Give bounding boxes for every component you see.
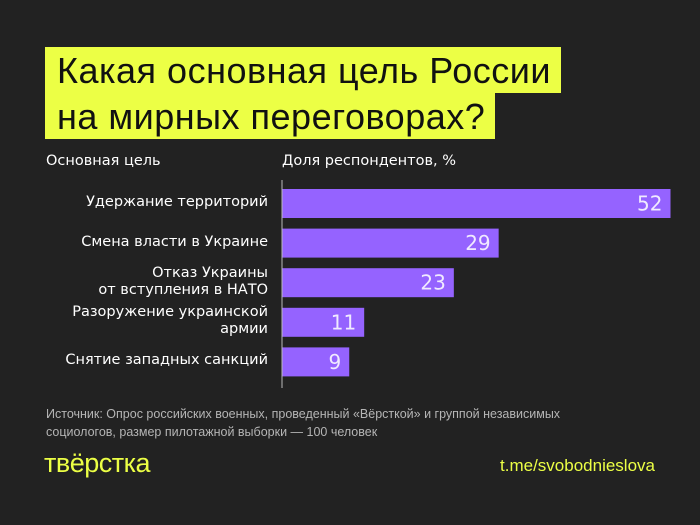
category-label-3: Разоружение украинской армии — [72, 304, 268, 338]
source-note: Источник: Опрос российских военных, пров… — [46, 407, 561, 439]
value-axis-header: Доля респондентов, % — [282, 153, 457, 169]
telegram-link[interactable]: t.me/svobodnieslova — [500, 456, 655, 475]
data-label-4: 9 — [329, 350, 342, 374]
category-label-0: Удержание территорий — [86, 194, 268, 210]
chart-title: Какая основная цель России на мирных пер… — [45, 47, 561, 139]
title-line-1: Какая основная цель России — [45, 47, 561, 93]
data-label-0: 52 — [637, 192, 662, 216]
title-line-2: на мирных переговорах? — [45, 93, 496, 139]
bar-3 — [282, 307, 365, 337]
data-label-2: 23 — [420, 271, 445, 295]
category-label-2: Отказ Украины от вступления в НАТО — [98, 264, 268, 298]
bar-0 — [282, 189, 671, 218]
bar-2 — [282, 268, 454, 298]
verstka-logo: твёрстка — [44, 448, 151, 478]
data-label-1: 29 — [465, 231, 490, 255]
category-label-4: Снятие западных санкций — [65, 352, 268, 369]
bar-4 — [282, 347, 350, 377]
data-label-3: 11 — [331, 310, 356, 334]
category-axis-header: Основная цель — [46, 153, 161, 169]
category-label-1: Смена власти в Украине — [81, 233, 268, 250]
bar-1 — [282, 228, 499, 258]
